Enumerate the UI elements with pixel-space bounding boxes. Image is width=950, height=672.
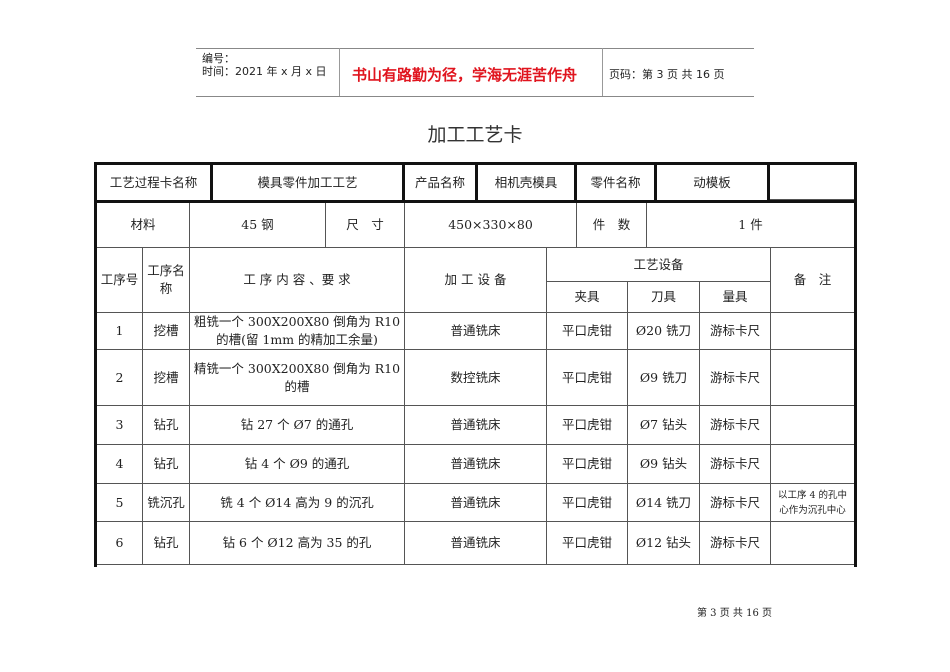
product-name: 相机壳模具 xyxy=(478,165,577,200)
size: 450×330×80 xyxy=(405,203,577,248)
col-step-name: 工序名称 xyxy=(143,248,190,313)
row-no: 6 xyxy=(97,522,143,565)
motto: 书山有路勤为径，学海无涯苦作舟 xyxy=(352,66,578,84)
col-gauge: 量具 xyxy=(700,282,771,313)
material: 45 钢 xyxy=(190,203,326,248)
col-content: 工 序 内 容 、要 求 xyxy=(190,248,405,313)
row-remark xyxy=(771,313,854,350)
row-name: 铣沉孔 xyxy=(143,484,190,522)
row-content: 粗铣一个 300X200X80 倒角为 R10 的槽(留 1mm 的精加工余量) xyxy=(190,313,405,350)
row-content: 铣 4 个 Ø14 高为 9 的沉孔 xyxy=(190,484,405,522)
col-equipment: 工艺设备 xyxy=(547,248,771,282)
row-tool: Ø12 钻头 xyxy=(628,522,700,565)
row-fixture: 平口虎钳 xyxy=(547,313,628,350)
document-number: 编号： xyxy=(202,52,235,65)
row-machine: 普通铣床 xyxy=(405,445,547,484)
row-content: 钻 27 个 Ø7 的通孔 xyxy=(190,406,405,445)
row-tool: Ø9 钻头 xyxy=(628,445,700,484)
row-fixture: 平口虎钳 xyxy=(547,406,628,445)
col-fixture: 夹具 xyxy=(547,282,628,313)
row-gauge: 游标卡尺 xyxy=(700,406,771,445)
row-fixture: 平口虎钳 xyxy=(547,445,628,484)
row-fixture: 平口虎钳 xyxy=(547,484,628,522)
page-footer: 第 3 页 共 16 页 xyxy=(697,608,772,619)
row-machine: 普通铣床 xyxy=(405,522,547,565)
row-tool: Ø20 铣刀 xyxy=(628,313,700,350)
row-remark xyxy=(771,445,854,484)
row-name: 挖槽 xyxy=(143,350,190,406)
part-name: 动模板 xyxy=(657,165,770,200)
row-tool: Ø14 铣刀 xyxy=(628,484,700,522)
page-info: 页码：第 3 页 共 16 页 xyxy=(609,68,725,81)
row-name: 钻孔 xyxy=(143,406,190,445)
row-tool: Ø7 钻头 xyxy=(628,406,700,445)
row-gauge: 游标卡尺 xyxy=(700,484,771,522)
row-machine: 普通铣床 xyxy=(405,406,547,445)
row-remark xyxy=(771,406,854,445)
row-machine: 普通铣床 xyxy=(405,484,547,522)
row-content: 钻 4 个 Ø9 的通孔 xyxy=(190,445,405,484)
row-remark: 以工序 4 的孔中心作为沉孔中心 xyxy=(771,484,854,522)
product-label: 产品名称 xyxy=(405,165,478,200)
empty-cell xyxy=(770,165,854,200)
row-name: 钻孔 xyxy=(143,445,190,484)
row-fixture: 平口虎钳 xyxy=(547,522,628,565)
row-machine: 数控铣床 xyxy=(405,350,547,406)
col-remark: 备 注 xyxy=(771,248,854,313)
row-machine: 普通铣床 xyxy=(405,313,547,350)
part-label: 零件名称 xyxy=(577,165,657,200)
material-label: 材料 xyxy=(97,203,190,248)
row-fixture: 平口虎钳 xyxy=(547,350,628,406)
col-tool: 刀具 xyxy=(628,282,700,313)
divider xyxy=(97,200,854,203)
row-name: 挖槽 xyxy=(143,313,190,350)
quantity-label: 件 数 xyxy=(577,203,647,248)
card-name: 模具零件加工工艺 xyxy=(213,165,405,200)
row-gauge: 游标卡尺 xyxy=(700,522,771,565)
row-no: 4 xyxy=(97,445,143,484)
row-no: 2 xyxy=(97,350,143,406)
row-gauge: 游标卡尺 xyxy=(700,350,771,406)
process-card-table xyxy=(94,162,857,567)
page-title: 加工工艺卡 xyxy=(427,124,523,146)
row-no: 3 xyxy=(97,406,143,445)
row-content: 精铣一个 300X200X80 倒角为 R10 的槽 xyxy=(190,350,405,406)
row-no: 5 xyxy=(97,484,143,522)
row-no: 1 xyxy=(97,313,143,350)
document-date: 时间：2021 年 x 月 x 日 xyxy=(202,65,327,78)
row-gauge: 游标卡尺 xyxy=(700,313,771,350)
row-content: 钻 6 个 Ø12 高为 35 的孔 xyxy=(190,522,405,565)
row-tool: Ø9 铣刀 xyxy=(628,350,700,406)
row-gauge: 游标卡尺 xyxy=(700,445,771,484)
row-remark xyxy=(771,522,854,565)
size-label: 尺 寸 xyxy=(326,203,405,248)
card-name-label: 工艺过程卡名称 xyxy=(97,165,213,200)
row-name: 钻孔 xyxy=(143,522,190,565)
col-step-no: 工序号 xyxy=(97,248,143,313)
quantity: 1 件 xyxy=(647,203,854,248)
row-remark xyxy=(771,350,854,406)
col-machine: 加 工 设 备 xyxy=(405,248,547,313)
